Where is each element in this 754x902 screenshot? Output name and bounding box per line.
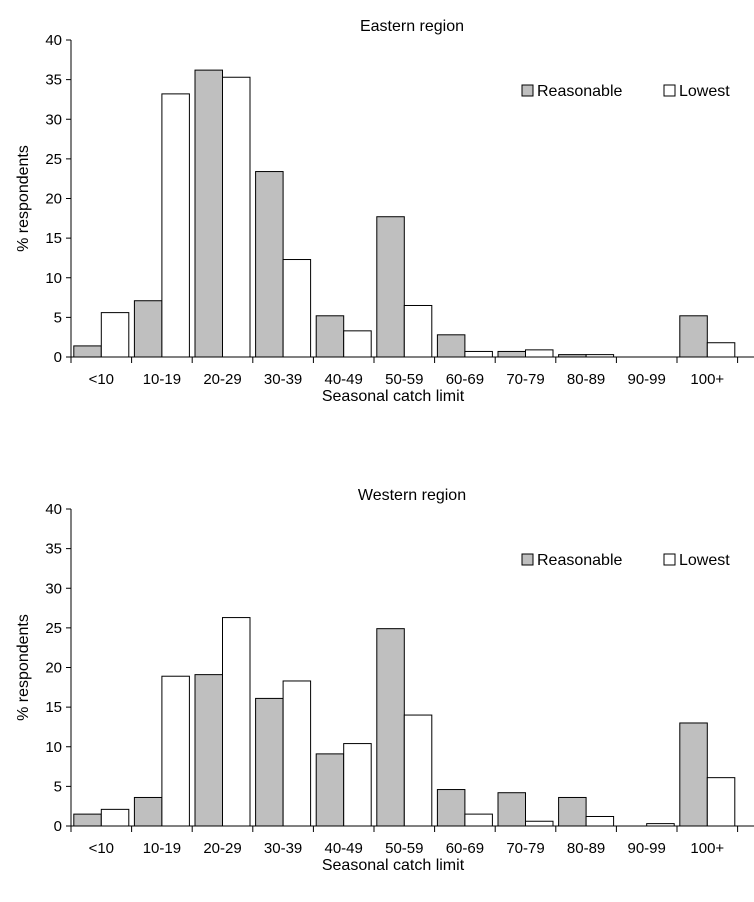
- bar-reasonable-6: [376, 628, 405, 827]
- x-tick-label: 80-89: [567, 840, 605, 857]
- x-tick-label: 10-19: [143, 371, 181, 388]
- y-tick-label: 5: [54, 309, 62, 326]
- chart-panel-1: Eastern region 0 5 10 15 20 25 30 35 40 % responde…: [15, 18, 754, 405]
- x-tick-label: 60-69: [446, 840, 484, 857]
- chart-panel-2: Western region 0 5 10 15 20 25 30 35 40 % responde…: [15, 487, 754, 874]
- bar-lowest-9: [585, 815, 615, 827]
- legend-label-lowest: Lowest: [679, 83, 730, 100]
- chart-title: Eastern region: [360, 18, 464, 35]
- y-tick-label: 0: [54, 349, 62, 366]
- bar-reasonable-9: [558, 796, 587, 827]
- bar-lowest-1: [100, 312, 130, 358]
- x-tick-label: 30-39: [264, 371, 302, 388]
- bar-lowest-6: [403, 304, 433, 358]
- y-tick-label: 15: [45, 230, 62, 247]
- bar-lowest-7: [464, 813, 493, 827]
- y-axis-label: % respondents: [15, 614, 32, 721]
- bar-reasonable-11: [679, 722, 708, 827]
- bar-reasonable-7: [436, 334, 466, 358]
- bar-lowest-2: [161, 675, 190, 827]
- x-tick-label: 70-79: [506, 840, 544, 857]
- bar-reasonable-1: [73, 813, 102, 827]
- bar-reasonable-11: [679, 315, 708, 358]
- x-tick-label: 100+: [690, 371, 724, 388]
- bar-reasonable-5: [315, 315, 345, 358]
- y-tick-label: 25: [45, 620, 62, 637]
- bar-lowest-4: [282, 259, 312, 358]
- y-tick-label: 30: [45, 580, 62, 597]
- bar-reasonable-7: [436, 789, 466, 827]
- bar-reasonable-8: [497, 350, 526, 358]
- y-tick-label: 15: [45, 699, 62, 716]
- bar-lowest-8: [525, 349, 554, 358]
- bar-lowest-4: [282, 680, 312, 827]
- legend: Reasonable Lowest: [521, 83, 730, 100]
- x-tick-label: 10-19: [143, 840, 181, 857]
- x-tick-label: 50-59: [385, 371, 423, 388]
- bar-reasonable-4: [255, 697, 284, 827]
- bar-lowest-7: [464, 350, 493, 358]
- y-tick-label: 35: [45, 541, 62, 558]
- chart-title: Western region: [358, 487, 466, 504]
- bar-reasonable-5: [315, 753, 345, 827]
- bar-reasonable-1: [73, 345, 102, 358]
- bar-reasonable-6: [376, 216, 405, 358]
- bar-lowest-5: [343, 330, 372, 358]
- bar-lowest-3: [222, 76, 251, 358]
- y-tick-label: 20: [45, 660, 62, 677]
- bar-lowest-5: [343, 743, 372, 827]
- x-axis-label: Seasonal catch limit: [322, 388, 465, 405]
- bar-reasonable-4: [255, 171, 284, 358]
- bar-lowest-6: [403, 714, 433, 827]
- bar-reasonable-2: [133, 796, 163, 827]
- bar-lowest-11: [706, 342, 736, 358]
- y-tick-label: 10: [45, 270, 62, 287]
- y-tick-label: 5: [54, 778, 62, 795]
- y-axis-label: % respondents: [15, 145, 32, 252]
- y-tick-label: 40: [45, 501, 62, 518]
- x-tick-label: 60-69: [446, 371, 484, 388]
- legend-label-reasonable: Reasonable: [537, 552, 623, 569]
- bar-lowest-1: [100, 808, 130, 827]
- legend: Reasonable Lowest: [521, 552, 730, 569]
- x-tick-label: 40-49: [325, 840, 363, 857]
- legend-swatch-reasonable: [521, 553, 534, 566]
- legend-swatch-lowest: [663, 553, 676, 566]
- bar-lowest-3: [222, 617, 251, 827]
- x-tick-label: 100+: [690, 840, 724, 857]
- x-tick-label: 20-29: [203, 840, 241, 857]
- bar-reasonable-8: [497, 792, 526, 827]
- x-tick-label: 90-99: [628, 840, 666, 857]
- bar-lowest-8: [525, 820, 554, 827]
- legend-label-lowest: Lowest: [679, 552, 730, 569]
- x-tick-label: <10: [89, 371, 114, 388]
- y-tick-label: 25: [45, 151, 62, 168]
- bar-reasonable-2: [133, 300, 163, 358]
- x-tick-label: 80-89: [567, 371, 605, 388]
- bar-reasonable-3: [194, 674, 223, 827]
- x-axis-label: Seasonal catch limit: [322, 857, 465, 874]
- y-tick-label: 30: [45, 111, 62, 128]
- y-tick-label: 0: [54, 818, 62, 835]
- y-tick-label: 20: [45, 191, 62, 208]
- bar-lowest-11: [706, 777, 736, 827]
- legend-label-reasonable: Reasonable: [537, 83, 623, 100]
- x-tick-label: 30-39: [264, 840, 302, 857]
- y-tick-label: 35: [45, 72, 62, 89]
- legend-swatch-reasonable: [521, 84, 534, 97]
- x-tick-label: 90-99: [628, 371, 666, 388]
- x-tick-label: 50-59: [385, 840, 423, 857]
- x-tick-label: 70-79: [506, 371, 544, 388]
- y-tick-label: 10: [45, 739, 62, 756]
- x-tick-label: 40-49: [325, 371, 363, 388]
- y-tick-label: 40: [45, 32, 62, 49]
- bar-lowest-2: [161, 93, 190, 358]
- x-tick-label: <10: [89, 840, 114, 857]
- x-tick-label: 20-29: [203, 371, 241, 388]
- legend-swatch-lowest: [663, 84, 676, 97]
- bar-reasonable-3: [194, 69, 223, 358]
